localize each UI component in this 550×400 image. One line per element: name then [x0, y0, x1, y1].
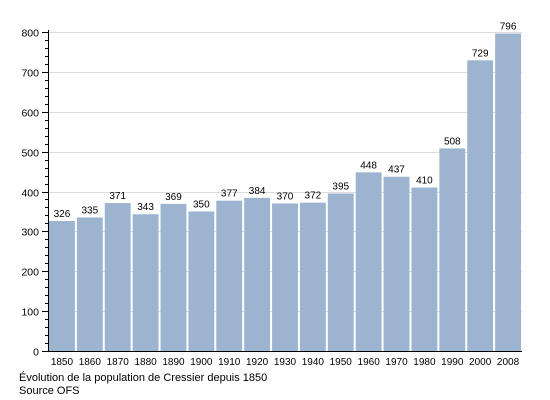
- data-label: 448: [360, 160, 377, 171]
- x-tick-label: 1870: [107, 357, 130, 368]
- bar: [439, 148, 466, 351]
- bar: [160, 203, 187, 351]
- x-tick-label: 1920: [246, 357, 269, 368]
- x-tick-label: 1890: [162, 357, 185, 368]
- bar: [244, 197, 271, 351]
- data-label: 395: [332, 181, 349, 192]
- data-label: 343: [137, 202, 154, 213]
- x-tick-label: 1970: [385, 357, 408, 368]
- bar: [299, 202, 326, 351]
- data-label: 508: [444, 136, 461, 147]
- y-tick-label: 100: [21, 307, 39, 319]
- bar: [132, 214, 159, 351]
- bar: [272, 203, 298, 351]
- x-tick-label: 1910: [218, 357, 241, 368]
- bar: [383, 176, 410, 351]
- bar: [327, 193, 354, 351]
- data-label: 335: [81, 205, 98, 216]
- y-tick-label: 700: [21, 68, 39, 80]
- bar: [355, 172, 382, 351]
- bar: [76, 217, 103, 351]
- bar: [411, 187, 438, 351]
- x-tick-label: 1950: [330, 357, 353, 368]
- data-label: 729: [472, 48, 489, 59]
- x-tick-label: 1960: [358, 357, 381, 368]
- x-tick-label: 2008: [497, 357, 520, 368]
- bar: [216, 200, 243, 351]
- data-label: 371: [109, 191, 126, 202]
- y-tick-label: 600: [21, 108, 39, 120]
- data-label: 437: [388, 165, 405, 176]
- bar: [188, 211, 215, 351]
- x-tick-label: 2000: [469, 357, 492, 368]
- chart-caption: Évolution de la population de Cressier d…: [19, 372, 268, 384]
- y-tick-label: 500: [21, 148, 39, 160]
- x-tick-label: 1940: [302, 357, 325, 368]
- data-label: 350: [193, 199, 210, 210]
- x-tick-label: 1930: [274, 357, 297, 368]
- y-tick-label: 800: [21, 28, 39, 40]
- chart-source: Source OFS: [19, 385, 80, 397]
- y-tick-label: 200: [21, 267, 39, 279]
- x-tick-label: 1990: [441, 357, 464, 368]
- x-tick-label: 1900: [190, 357, 213, 368]
- x-tick-label: 1860: [79, 357, 102, 368]
- y-tick-label: 0: [33, 347, 39, 359]
- data-label: 377: [221, 189, 238, 200]
- x-tick-label: 1850: [51, 357, 74, 368]
- data-label: 370: [277, 191, 294, 202]
- bar: [49, 221, 75, 351]
- data-label: 369: [165, 192, 182, 203]
- data-label: 796: [500, 22, 517, 33]
- bar: [104, 203, 131, 351]
- data-label: 410: [416, 176, 433, 187]
- data-label: 384: [249, 186, 266, 197]
- y-tick-label: 300: [21, 227, 39, 239]
- y-tick-label: 400: [21, 188, 39, 200]
- bar: [495, 33, 521, 351]
- data-label: 372: [305, 191, 322, 202]
- x-tick-label: 1980: [413, 357, 436, 368]
- x-tick-label: 1880: [134, 357, 157, 368]
- bar: [467, 60, 494, 351]
- data-label: 326: [54, 209, 71, 220]
